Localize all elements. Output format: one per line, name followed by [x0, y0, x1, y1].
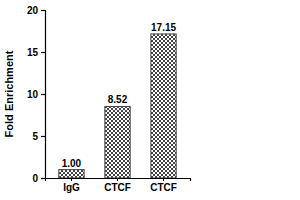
y-tick-mark: [41, 52, 45, 53]
x-tick: CTCF: [104, 178, 131, 193]
x-tick-label: CTCF: [150, 182, 177, 193]
y-tick-label: 15: [27, 47, 39, 58]
data-label: 8.52: [108, 94, 128, 105]
y-tick-mark: [41, 10, 45, 11]
x-tick-mark: [117, 178, 118, 181]
y-tick-label: 20: [27, 5, 39, 16]
x-axis-line: [46, 179, 191, 182]
x-tick: CTCF: [150, 178, 177, 193]
x-tick-label: IgG: [63, 182, 80, 193]
y-tick: 0: [32, 173, 45, 184]
y-tick-label: 10: [27, 89, 39, 100]
y-tick-mark: [41, 178, 45, 179]
x-tick-mark: [71, 178, 72, 181]
y-tick: 15: [27, 47, 45, 58]
bar: [105, 106, 130, 178]
y-tick-label: 0: [32, 173, 38, 184]
y-tick: 10: [27, 89, 45, 100]
data-label: 1.00: [62, 158, 82, 169]
plot: 0 5 10 15 20 IgG CTCF CTCF 1.00 8.52 17.15: [27, 5, 191, 193]
bar: [59, 170, 84, 178]
data-labels: 1.00 8.52 17.15: [62, 22, 177, 169]
y-axis-title: Fold Enrichment: [3, 50, 15, 137]
bar: [151, 34, 176, 178]
y-tick: 5: [32, 131, 45, 142]
x-tick-label: CTCF: [104, 182, 131, 193]
y-tick-mark: [41, 94, 45, 95]
bars: [59, 34, 176, 178]
data-label: 17.15: [151, 22, 176, 33]
y-tick: 20: [27, 5, 45, 16]
y-tick-label: 5: [32, 131, 38, 142]
x-axis: IgG CTCF CTCF: [46, 178, 191, 193]
y-axis-line: [41, 11, 46, 179]
y-tick-mark: [41, 136, 45, 137]
x-tick: IgG: [63, 178, 80, 193]
x-tick-mark: [163, 178, 164, 181]
y-axis: 0 5 10 15 20: [27, 5, 46, 184]
chart: 0 5 10 15 20 IgG CTCF CTCF 1.00 8.52 17.15 Fold Enr…: [0, 0, 300, 200]
